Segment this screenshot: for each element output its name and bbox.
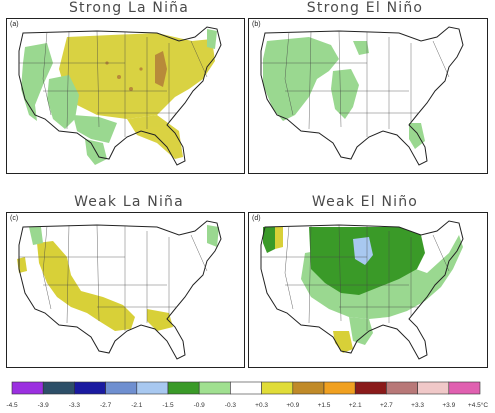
colorbar-tick-label: -2.1 [131, 402, 143, 409]
colorbar-swatch [198, 381, 231, 395]
us-outline [18, 26, 222, 166]
colorbar-swatch [230, 381, 262, 395]
colorbar-swatch [292, 381, 325, 395]
colorbar-labels: -4.5 -3.9 -3.3 -2.7 -2.1 -1.5 -0.9 -0.3 +0.3 +0.9… [0, 402, 495, 413]
state-lines [19, 30, 208, 137]
panel-d-title: Weak El Niño [311, 194, 419, 210]
colorbar-tick-label: -4.5 [6, 402, 18, 409]
colorbar-tick-label: +1.5 [317, 402, 331, 409]
colorbar-tick-label: -3.9 [37, 402, 49, 409]
colorbar-swatch [167, 381, 200, 395]
anomaly-cool-blue [353, 237, 373, 265]
anomaly-cool [29, 225, 219, 247]
map-panel-weak-la-nina: (c) [6, 212, 245, 368]
map-panel-weak-el-nino: (d) [248, 212, 488, 368]
colorbar-tick-label: -0.9 [193, 402, 205, 409]
panel-letter: (d) [252, 215, 261, 222]
colorbar-swatch [417, 381, 450, 395]
colorbar-swatch [448, 381, 481, 395]
colorbar-swatch [105, 381, 138, 395]
colorbar-swatch [74, 381, 106, 395]
colorbar-tick-label: +3.3 [411, 402, 425, 409]
state-lines [19, 224, 208, 331]
us-outline [18, 220, 222, 360]
anomaly-cool [21, 29, 217, 165]
panel-c-title: Weak La Niña [74, 194, 184, 210]
anomaly-warm [275, 227, 353, 353]
colorbar-tick-label: +0.3 [255, 402, 269, 409]
map-panel-strong-el-nino: (b) [248, 18, 488, 174]
anomaly-warm [17, 241, 173, 331]
map-panel-strong-la-nina: (a) [6, 18, 245, 174]
colorbar-swatch [42, 381, 75, 395]
us-outline [260, 26, 464, 166]
colorbar-tick-label: +4.5°C [467, 402, 489, 409]
colorbar-tick-label: +2.1 [348, 402, 362, 409]
colorbar-tick-label: -2.7 [99, 402, 112, 409]
colorbar-tick-label: -3.3 [68, 402, 80, 409]
colorbar-swatch [354, 381, 387, 395]
us-outline [260, 220, 464, 360]
panel-letter: (b) [252, 21, 261, 28]
colorbar-swatch [386, 381, 418, 395]
colorbar-tick-label: -1.5 [162, 402, 174, 409]
colorbar-tick-label: +3.9 [442, 402, 456, 409]
colorbar-swatch [136, 381, 169, 395]
colorbar-tick-label: +0.9 [286, 402, 300, 409]
colorbar-swatch [261, 381, 294, 395]
anomaly-cool [263, 37, 425, 149]
colorbar-tick-label: -0.3 [224, 402, 236, 409]
panel-a-title: Strong La Niña [68, 0, 190, 16]
colorbar-swatch [11, 381, 44, 395]
colorbar-swatch [323, 381, 356, 395]
state-lines [261, 224, 450, 331]
state-lines [261, 30, 450, 137]
colorbar [11, 381, 481, 395]
panel-letter: (a) [10, 21, 19, 28]
panel-b-title: Strong El Niño [306, 0, 424, 16]
colorbar-tick-label: +2.7 [379, 402, 393, 409]
anomaly-warm [59, 33, 215, 159]
panel-letter: (c) [10, 215, 19, 222]
